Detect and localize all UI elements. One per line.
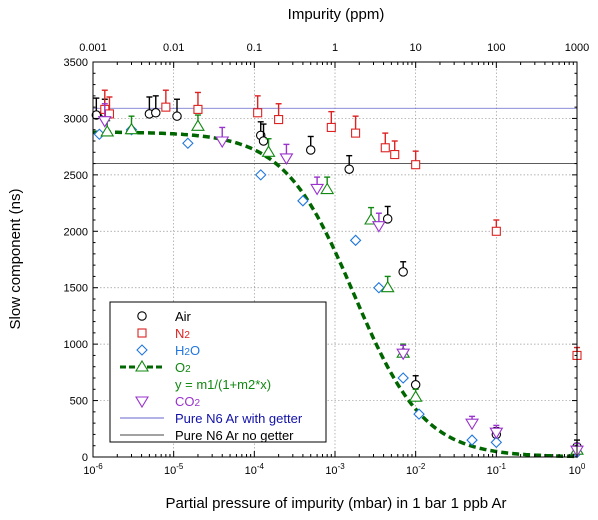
data-point	[190, 119, 205, 131]
y-tick-label: 2500	[64, 170, 88, 182]
legend-label: Air	[175, 309, 192, 324]
legend-label: H2O	[175, 343, 200, 358]
y-tick-label: 500	[70, 396, 88, 408]
legend-marker	[137, 311, 147, 321]
axis-ticks: 0 500 1000 1500 2000 2500 3000 3500 10-6 0.001 10-…	[64, 42, 590, 477]
legend-item-o2: O2	[120, 359, 191, 375]
y-tick-label: 2000	[64, 226, 88, 238]
x-axis-title: Partial pressure of impurity (mbar) in 1…	[166, 495, 507, 512]
legend-label: Pure N6 Ar with getter	[175, 411, 303, 426]
y-tick-label: 0	[82, 452, 88, 464]
data-point	[380, 280, 395, 293]
data-point	[254, 169, 267, 181]
legend-label: N2	[175, 326, 190, 341]
x2-tick-label: 0.01	[163, 42, 184, 54]
legend-marker	[137, 328, 147, 338]
x2-tick-label: 0.1	[247, 42, 262, 54]
data-point	[408, 390, 423, 402]
data-point	[489, 427, 504, 440]
y-tick-label: 1500	[64, 283, 88, 295]
y-tick-label: 3000	[64, 113, 88, 125]
x-tick-label: 10-5	[164, 462, 184, 477]
data-point	[215, 136, 230, 149]
legend-item-h2o: H2O	[136, 343, 200, 358]
x-tick-label: 10-2	[406, 462, 426, 477]
data-point	[100, 124, 115, 137]
data-point	[398, 267, 408, 277]
data-point	[305, 145, 316, 155]
data-point	[261, 145, 276, 157]
x2-tick-label: 1	[332, 42, 338, 54]
data-point	[390, 149, 400, 160]
data-point	[124, 122, 139, 135]
data-point	[491, 226, 501, 236]
x2-tick-label: 1000	[565, 42, 589, 54]
x2-tick-label: 100	[487, 42, 505, 54]
data-points	[91, 89, 584, 459]
data-point	[380, 143, 390, 153]
legend-label: O2	[175, 360, 191, 375]
data-point	[97, 116, 112, 128]
legend-item-nogetter: Pure N6 Ar no getter	[120, 428, 294, 443]
data-point	[279, 153, 294, 165]
data-point	[382, 214, 393, 224]
legend-box	[109, 301, 327, 443]
y-axis-title: Slow component (ns)	[7, 189, 24, 330]
x-tick-label: 10-6	[83, 462, 103, 477]
data-point	[161, 102, 171, 112]
x-tick-label: 10-4	[245, 462, 265, 477]
data-point	[351, 128, 361, 138]
data-point	[182, 137, 194, 150]
data-point	[297, 195, 309, 207]
legend-label: Pure N6 Ar no getter	[175, 428, 294, 443]
legend-label: y = m1/(1+m2*x)	[175, 377, 271, 392]
legend-item-getter: Pure N6 Ar with getter	[120, 411, 303, 426]
data-point	[349, 234, 362, 247]
data-point	[465, 418, 480, 431]
data-point	[320, 182, 335, 195]
legend-marker	[136, 344, 148, 356]
data-point	[411, 160, 421, 170]
data-point	[326, 122, 336, 133]
data-point	[344, 164, 354, 174]
legend-label: CO2	[175, 394, 201, 409]
legend-item-co2: CO2	[135, 394, 201, 409]
x2-tick-label: 10	[410, 42, 422, 54]
reference-lines	[93, 107, 577, 164]
legend: Air N2 H2O O2 y = m1/(1+m2*x) CO2 Pure N6 Ar w…	[109, 301, 327, 443]
data-point	[396, 348, 411, 361]
data-point	[397, 372, 409, 384]
data-point	[490, 436, 503, 449]
legend-item-n2: N2	[137, 326, 190, 341]
legend-item-fit: y = m1/(1+m2*x)	[175, 377, 271, 392]
legend-marker	[135, 396, 149, 409]
data-point	[373, 281, 385, 294]
y-tick-label: 1000	[64, 339, 88, 351]
x2-axis-title: Impurity (ppm)	[288, 6, 385, 23]
data-point	[172, 111, 182, 121]
x-tick-label: 10-3	[325, 462, 345, 477]
data-point	[151, 108, 161, 118]
data-point	[410, 380, 421, 390]
data-point	[193, 104, 203, 114]
data-point	[253, 108, 263, 118]
data-point	[466, 434, 478, 446]
x-tick-label: 10-1	[487, 462, 507, 477]
x2-tick-label: 0.001	[79, 42, 107, 54]
y-tick-label: 3500	[64, 57, 88, 69]
x-tick-label: 100	[569, 462, 586, 477]
data-point	[310, 183, 325, 196]
data-point	[274, 115, 284, 125]
data-point	[371, 221, 386, 233]
data-point	[413, 408, 425, 420]
series-co2	[97, 103, 584, 458]
legend-item-air: Air	[137, 309, 192, 324]
legend-marker	[135, 359, 149, 372]
